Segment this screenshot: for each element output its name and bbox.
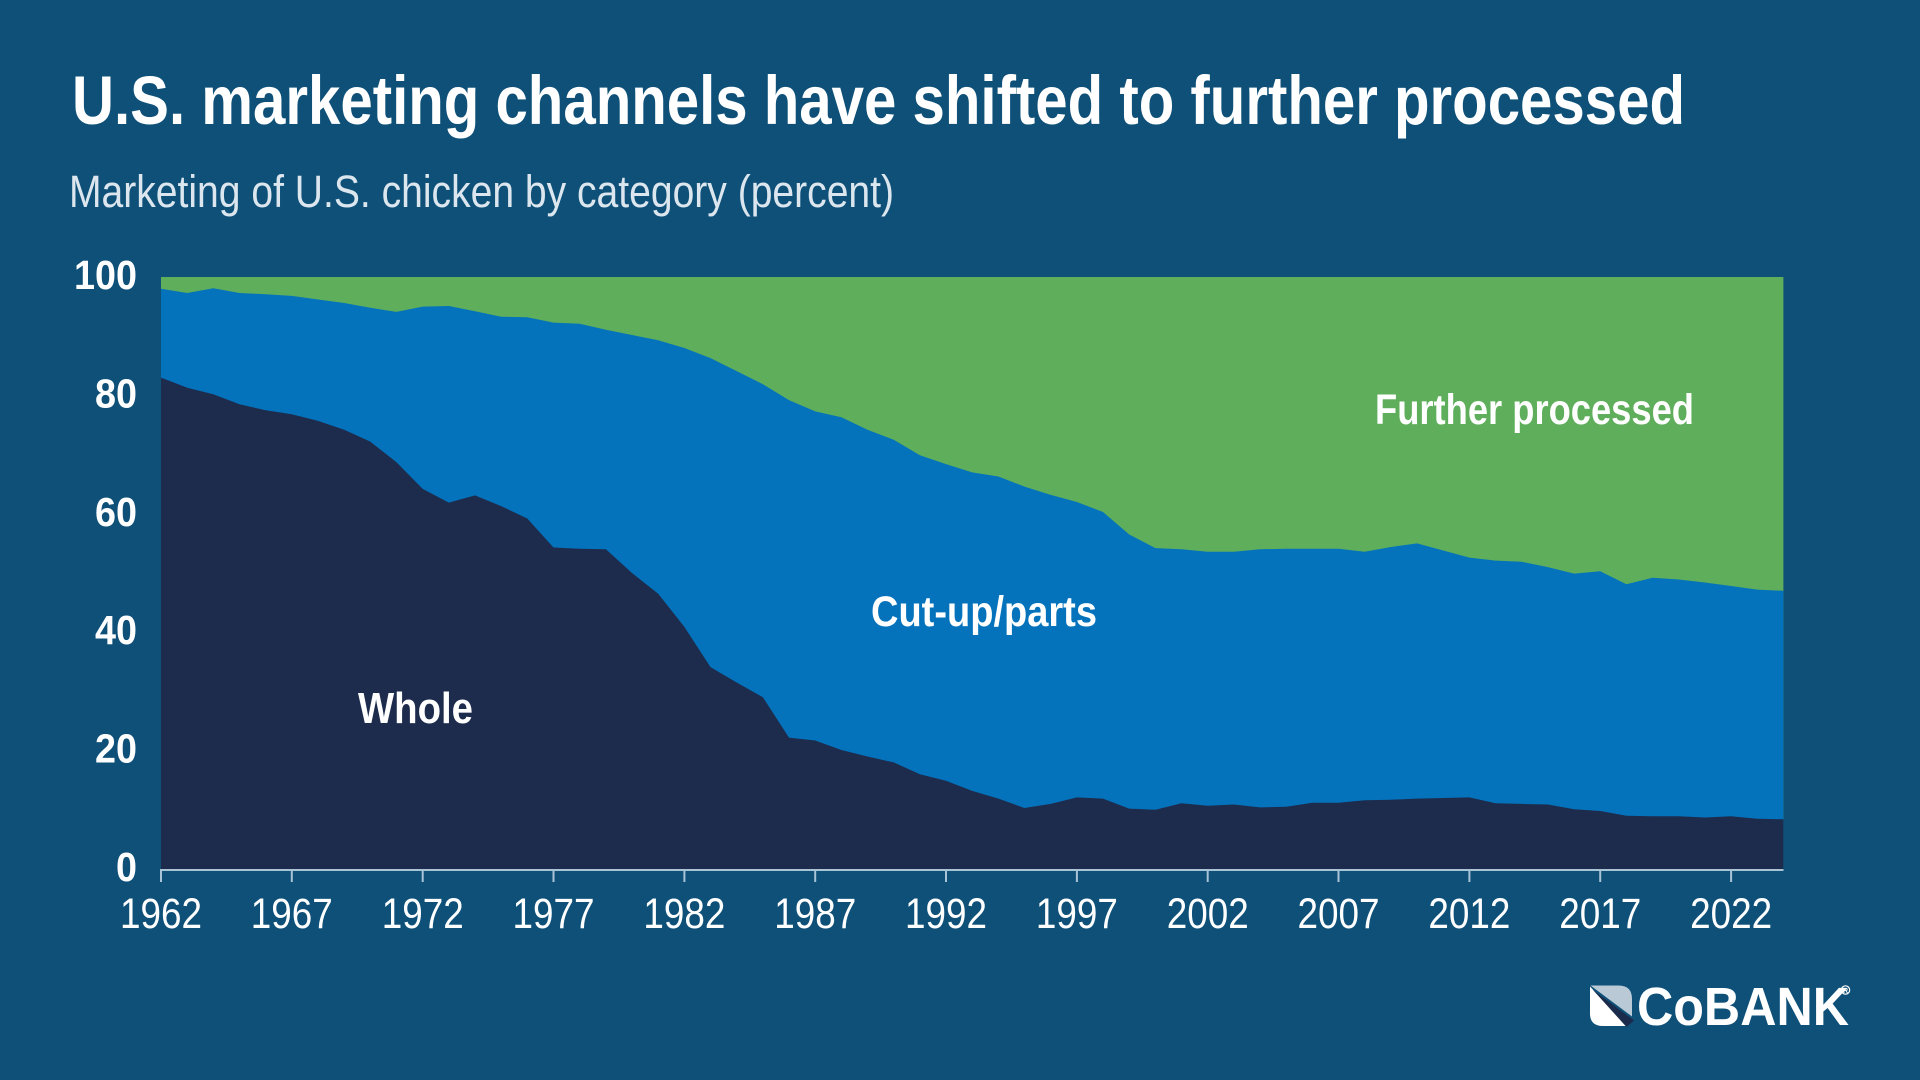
svg-text:0: 0 bbox=[116, 844, 137, 890]
svg-text:R: R bbox=[1843, 988, 1848, 995]
svg-text:1987: 1987 bbox=[774, 891, 856, 938]
svg-text:Further processed: Further processed bbox=[1375, 386, 1694, 434]
svg-text:1992: 1992 bbox=[905, 891, 987, 938]
svg-text:1977: 1977 bbox=[513, 891, 595, 938]
svg-text:1997: 1997 bbox=[1036, 891, 1118, 938]
svg-text:2017: 2017 bbox=[1559, 891, 1641, 938]
svg-text:2007: 2007 bbox=[1298, 891, 1380, 938]
svg-text:Whole: Whole bbox=[358, 684, 473, 733]
svg-text:2002: 2002 bbox=[1167, 891, 1249, 938]
svg-text:2012: 2012 bbox=[1428, 891, 1510, 938]
svg-text:1972: 1972 bbox=[382, 891, 464, 938]
svg-text:20: 20 bbox=[95, 726, 137, 772]
svg-text:80: 80 bbox=[95, 370, 137, 416]
svg-text:40: 40 bbox=[95, 607, 137, 653]
svg-text:2022: 2022 bbox=[1690, 891, 1772, 938]
svg-text:U.S. marketing channels have s: U.S. marketing channels have shifted to … bbox=[72, 62, 1685, 139]
svg-text:1982: 1982 bbox=[643, 891, 725, 938]
svg-text:Cut-up/parts: Cut-up/parts bbox=[871, 588, 1097, 636]
svg-text:1967: 1967 bbox=[251, 891, 333, 938]
svg-text:60: 60 bbox=[95, 489, 137, 535]
svg-text:1962: 1962 bbox=[120, 891, 202, 938]
svg-text:CoBANK: CoBANK bbox=[1637, 978, 1849, 1037]
svg-text:Marketing of U.S. chicken by c: Marketing of U.S. chicken by category (p… bbox=[69, 166, 894, 217]
svg-text:100: 100 bbox=[74, 252, 137, 298]
